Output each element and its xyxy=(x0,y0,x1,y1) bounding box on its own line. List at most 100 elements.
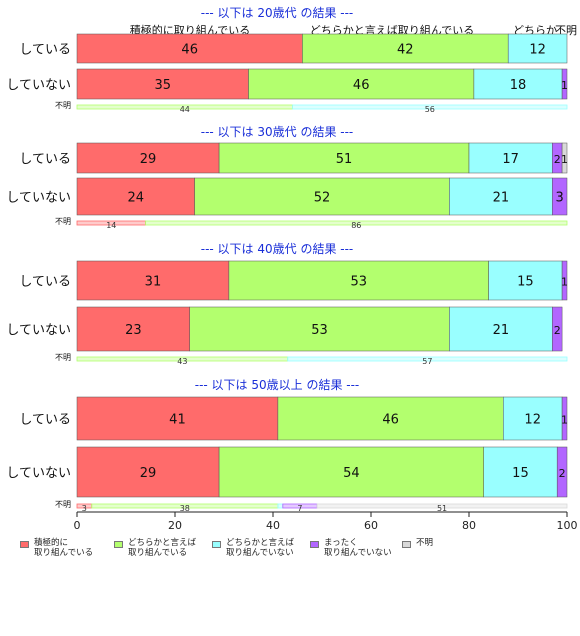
unknown-bar-segment xyxy=(316,503,568,509)
data-label: 12 xyxy=(524,413,541,428)
unknown-data-label: 86 xyxy=(351,221,361,230)
bar-segment xyxy=(76,446,220,498)
legend-swatch-4 xyxy=(310,541,319,548)
legend-item-3: どちらかと言えば 取り組んでいない xyxy=(212,538,294,558)
unknown-data-label: 51 xyxy=(437,504,447,513)
data-label: 53 xyxy=(311,323,328,338)
data-label: 17 xyxy=(502,152,519,167)
data-label: 15 xyxy=(512,466,529,481)
legend-label-5: 不明 xyxy=(416,538,434,548)
bar-segment xyxy=(473,68,563,100)
unknown-data-label: 14 xyxy=(106,221,116,230)
bar-segment xyxy=(76,260,230,301)
legend-swatch-5 xyxy=(402,541,411,548)
bar-segment xyxy=(277,396,504,441)
legend-swatch-2 xyxy=(114,541,123,548)
unknown-bar-segment xyxy=(287,356,568,362)
unknown-data-label: 56 xyxy=(425,105,435,114)
bar-segment xyxy=(556,446,568,498)
data-label: 18 xyxy=(510,78,527,93)
data-label: 2 xyxy=(554,324,561,337)
legend-item-5: 不明 xyxy=(402,538,433,548)
bar-segment xyxy=(561,260,568,301)
data-label: 31 xyxy=(145,275,162,290)
x-tick-label: 80 xyxy=(462,519,476,532)
row-label: していない xyxy=(6,466,71,481)
data-label: 42 xyxy=(397,43,414,58)
data-label: 24 xyxy=(128,191,145,206)
panel-title: --- 以下は 50歳以上 の結果 --- xyxy=(195,378,360,392)
row-label: していない xyxy=(6,78,71,93)
unknown-bar-segment xyxy=(277,503,284,509)
bar-segment xyxy=(449,177,553,216)
data-label: 29 xyxy=(140,466,157,481)
bar-segment xyxy=(507,33,568,64)
legend-label-2: どちらかと言えば 取り組んでいる xyxy=(128,538,197,558)
panel-title: --- 以下は 20歳代 の結果 --- xyxy=(201,6,354,20)
x-tick-label: 60 xyxy=(364,519,378,532)
unknown-data-label: 3 xyxy=(82,504,87,513)
bar-segment xyxy=(552,306,563,352)
data-label: 46 xyxy=(382,413,399,428)
data-label: 2 xyxy=(554,153,561,166)
bar-segment xyxy=(561,68,568,100)
unknown-bar-segment xyxy=(292,104,568,110)
data-label: 46 xyxy=(353,78,370,93)
data-label: 41 xyxy=(169,413,186,428)
legend-label-3: どちらかと言えば 取り組んでいない xyxy=(226,538,295,558)
unknown-row-label: 不明 xyxy=(55,353,71,362)
bar-segment xyxy=(488,260,563,301)
bar-segment xyxy=(248,68,475,100)
x-tick-label: 20 xyxy=(168,519,182,532)
unknown-data-label: 43 xyxy=(177,357,187,366)
unknown-data-label: 57 xyxy=(422,357,432,366)
data-label: 3 xyxy=(556,191,564,206)
row-label: していない xyxy=(6,191,71,206)
bar-segment xyxy=(218,142,470,174)
bar-segment xyxy=(194,177,450,216)
bar-segment xyxy=(302,33,509,64)
data-label: 12 xyxy=(529,43,546,58)
chart-legend: 積極的に 取り組んでいる どちらかと言えば 取り組んでいる どちらかと言えば 取… xyxy=(14,538,534,578)
data-label: 51 xyxy=(336,152,353,167)
bar-segment xyxy=(76,68,249,100)
data-label: 52 xyxy=(314,191,331,206)
row-label: している xyxy=(19,43,71,58)
legend-swatch-1 xyxy=(20,541,29,548)
bar-segment xyxy=(76,177,195,216)
bar-segment xyxy=(218,446,484,498)
legend-label-1: 積極的に 取り組んでいる xyxy=(34,538,94,558)
bar-segment xyxy=(483,446,558,498)
unknown-row-label: 不明 xyxy=(55,500,71,509)
data-label: 2 xyxy=(559,467,566,480)
bar-segment xyxy=(76,142,220,174)
bar-segment xyxy=(189,306,450,352)
row-label: していない xyxy=(6,323,71,338)
data-label: 1 xyxy=(561,414,568,427)
unknown-bar-segment xyxy=(145,220,568,226)
bar-segment xyxy=(468,142,553,174)
data-label: 53 xyxy=(350,275,367,290)
panel-title: --- 以下は 40歳代 の結果 --- xyxy=(201,242,354,256)
legend-label-4: まったく 取り組んでいない xyxy=(324,538,392,558)
panel-title: --- 以下は 30歳代 の結果 --- xyxy=(201,125,354,139)
bar-segment xyxy=(561,142,568,174)
bar-segment xyxy=(503,396,563,441)
unknown-data-label: 44 xyxy=(180,105,190,114)
x-tick-label: 40 xyxy=(266,519,280,532)
column-header: 積極的に取り組んでいる xyxy=(130,23,250,37)
legend-item-4: まったく 取り組んでいない xyxy=(310,538,392,558)
data-label: 21 xyxy=(493,191,510,206)
row-label: している xyxy=(19,413,71,428)
data-label: 23 xyxy=(125,323,142,338)
row-label: している xyxy=(19,152,71,167)
data-label: 35 xyxy=(154,78,171,93)
data-label: 21 xyxy=(493,323,510,338)
unknown-data-label: 7 xyxy=(297,504,302,513)
row-label: している xyxy=(19,275,71,290)
data-label: 29 xyxy=(140,152,157,167)
legend-item-2: どちらかと言えば 取り組んでいる xyxy=(114,538,196,558)
unknown-row-label: 不明 xyxy=(55,217,71,226)
x-tick-label: 100 xyxy=(557,519,578,532)
